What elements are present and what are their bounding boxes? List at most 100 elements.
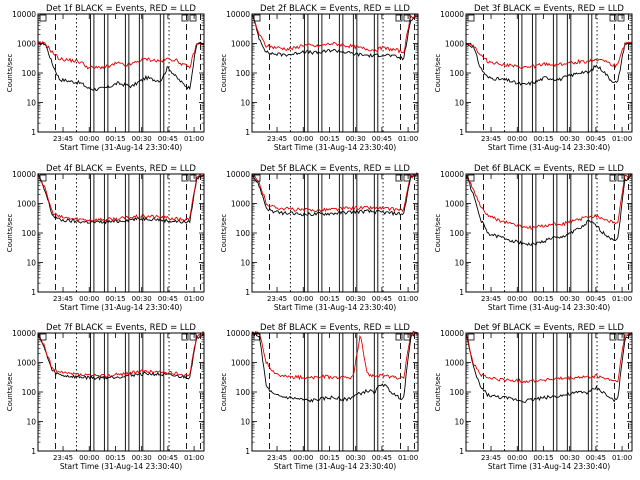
plot-frame <box>465 13 633 133</box>
x-tick-label: 23:45 <box>481 295 501 303</box>
panel-title: Det 4f BLACK = Events, RED = LLD <box>46 164 196 174</box>
y-tick-label: 1 <box>459 447 464 456</box>
x-axis-label: Start Time (31-Aug-14 23:30:40) <box>488 143 610 152</box>
corner-marker <box>253 14 261 22</box>
series-lld-line <box>37 41 205 70</box>
series-lld-line <box>251 172 419 213</box>
y-tick-label: 100 <box>22 229 37 238</box>
y-axis-label: Counts/sec <box>220 54 228 93</box>
corner-marker <box>617 174 625 182</box>
y-tick-label: 10000 <box>226 170 250 179</box>
y-tick-label: 1 <box>31 128 36 137</box>
x-axis-label: Start Time (31-Aug-14 23:30:40) <box>60 143 182 152</box>
x-tick-label: 00:15 <box>533 135 553 143</box>
y-axis-label: Counts/sec <box>6 54 14 93</box>
y-tick-label: 100 <box>236 69 251 78</box>
x-tick-label: 23:45 <box>267 454 287 462</box>
x-tick-label: 00:15 <box>105 295 125 303</box>
series-events-line <box>251 331 419 403</box>
corner-marker <box>609 174 617 182</box>
corner-marker <box>189 174 197 182</box>
y-axis-label: Counts/sec <box>434 214 442 253</box>
corner-marker <box>39 333 47 341</box>
panel-title: Det 8f BLACK = Events, RED = LLD <box>260 323 410 333</box>
x-tick-label: 23:45 <box>481 135 501 143</box>
corner-marker <box>395 174 403 182</box>
series-lld-line <box>465 41 633 70</box>
corner-marker <box>253 333 261 341</box>
panel-title: Det 2f BLACK = Events, RED = LLD <box>260 4 410 14</box>
x-tick-label: 00:15 <box>533 295 553 303</box>
y-axis-label: Counts/sec <box>6 373 14 412</box>
corner-marker <box>181 333 189 341</box>
x-tick-label: 00:30 <box>132 135 152 143</box>
y-tick-label: 10 <box>240 418 250 427</box>
y-tick-label: 1000 <box>231 359 250 368</box>
x-tick-label: 00:45 <box>372 135 392 143</box>
x-axis-label: Start Time (31-Aug-14 23:30:40) <box>274 462 396 471</box>
y-tick-label: 1 <box>31 288 36 297</box>
x-tick-label: 01:00 <box>612 295 632 303</box>
y-axis-label: Counts/sec <box>220 373 228 412</box>
series-events-line <box>251 14 419 61</box>
x-tick-label: 01:00 <box>184 454 204 462</box>
x-tick-label: 00:45 <box>372 295 392 303</box>
plot-frame <box>37 173 205 293</box>
corner-marker <box>403 174 411 182</box>
panel-title: Det 1f BLACK = Events, RED = LLD <box>46 4 196 14</box>
y-tick-label: 100 <box>450 388 465 397</box>
panel-title: Det 3f BLACK = Events, RED = LLD <box>474 4 624 14</box>
x-axis-label: Start Time (31-Aug-14 23:30:40) <box>60 303 182 312</box>
y-tick-label: 10000 <box>12 329 36 338</box>
y-tick-label: 1000 <box>445 200 464 209</box>
x-tick-label: 01:00 <box>184 295 204 303</box>
x-tick-label: 23:45 <box>267 295 287 303</box>
y-tick-label: 10 <box>240 259 250 268</box>
y-tick-label: 10000 <box>440 329 464 338</box>
x-tick-label: 00:30 <box>560 135 580 143</box>
y-axis-label: Counts/sec <box>434 373 442 412</box>
y-tick-label: 1 <box>459 288 464 297</box>
x-tick-label: 23:45 <box>481 454 501 462</box>
y-tick-label: 1000 <box>17 359 36 368</box>
corner-marker <box>467 14 475 22</box>
series-events-line <box>37 41 205 92</box>
x-tick-label: 00:00 <box>507 135 527 143</box>
y-tick-label: 100 <box>450 69 465 78</box>
x-tick-label: 00:30 <box>132 295 152 303</box>
plot-frame <box>37 332 205 452</box>
corner-marker <box>609 333 617 341</box>
x-tick-label: 00:30 <box>346 295 366 303</box>
corner-marker <box>395 14 403 22</box>
x-tick-label: 01:00 <box>398 135 418 143</box>
x-tick-label: 00:00 <box>293 295 313 303</box>
x-axis-label: Start Time (31-Aug-14 23:30:40) <box>274 143 396 152</box>
plot-frame <box>251 173 419 293</box>
panel-5: Det 5f BLACK = Events, RED = LLD 1 10 100 10… <box>220 164 419 312</box>
x-tick-label: 00:00 <box>79 135 99 143</box>
corner-marker <box>403 14 411 22</box>
series-events-line <box>251 172 419 217</box>
y-tick-label: 10000 <box>226 329 250 338</box>
series-lld-line <box>251 330 419 381</box>
x-tick-label: 00:30 <box>346 135 366 143</box>
x-tick-label: 00:30 <box>132 454 152 462</box>
x-tick-label: 00:15 <box>105 454 125 462</box>
x-tick-label: 00:45 <box>586 295 606 303</box>
series-lld-line <box>465 331 633 384</box>
y-tick-label: 10 <box>26 259 36 268</box>
plot-frame <box>251 13 419 133</box>
series-events-line <box>465 174 633 246</box>
x-tick-label: 00:00 <box>79 454 99 462</box>
x-tick-label: 00:15 <box>533 454 553 462</box>
corner-marker <box>189 333 197 341</box>
series-events-line <box>465 333 633 403</box>
x-axis-label: Start Time (31-Aug-14 23:30:40) <box>488 462 610 471</box>
y-tick-label: 1000 <box>445 40 464 49</box>
y-tick-label: 100 <box>22 69 37 78</box>
corner-marker <box>39 14 47 22</box>
x-tick-label: 00:00 <box>79 295 99 303</box>
x-tick-label: 00:00 <box>507 454 527 462</box>
y-tick-label: 100 <box>236 229 251 238</box>
